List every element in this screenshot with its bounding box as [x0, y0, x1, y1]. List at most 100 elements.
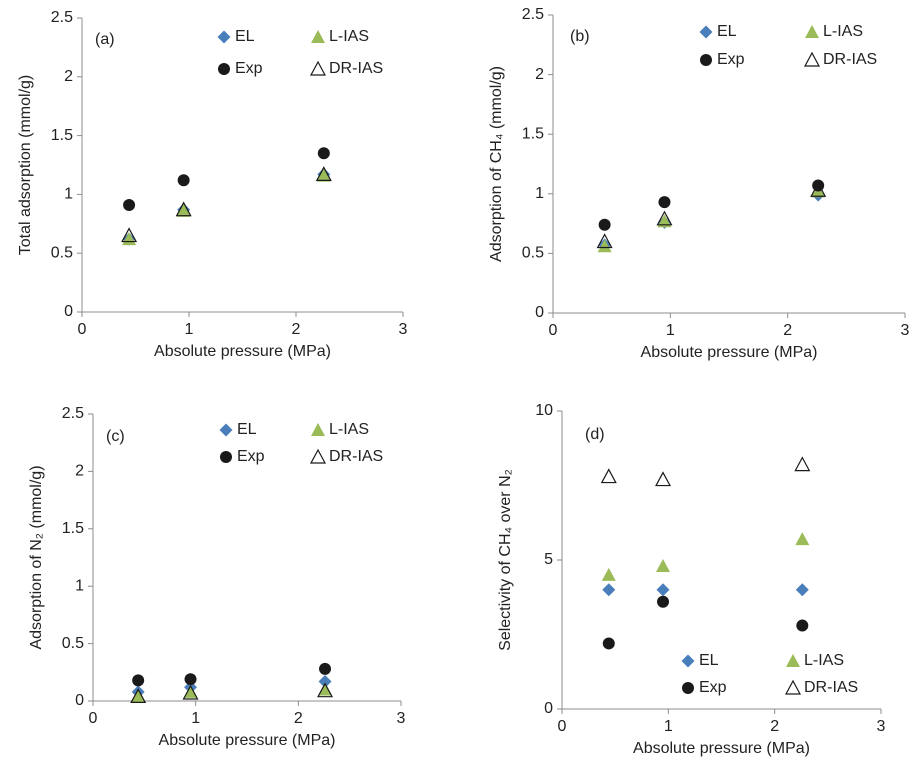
- x-tick-label: 1: [666, 322, 675, 339]
- y-tick-label: 0: [544, 700, 553, 717]
- x-tick-label: 2: [783, 322, 792, 339]
- legend-label: L-IAS: [329, 28, 369, 45]
- legend-marker: [681, 654, 695, 668]
- x-tick-label: 3: [397, 710, 406, 727]
- y-tick-label: 1: [64, 186, 73, 203]
- legend-label: EL: [237, 421, 257, 438]
- y-tick-label: 2.5: [51, 9, 73, 26]
- legend-marker: [682, 682, 694, 694]
- panel-label: (d): [585, 426, 605, 443]
- y-tick-label: 1: [75, 577, 84, 594]
- legend-label: DR-IAS: [804, 679, 858, 696]
- legend-label: EL: [717, 23, 737, 40]
- legend-label: DR-IAS: [329, 448, 383, 465]
- point: [317, 147, 330, 160]
- x-axis-title: Absolute pressure (MPa): [159, 732, 336, 749]
- panel-label: (c): [106, 428, 125, 445]
- y-tick-label: 0.5: [51, 244, 73, 261]
- legend-marker: [219, 423, 233, 437]
- point: [184, 673, 197, 686]
- point: [175, 201, 192, 217]
- panel-label: (a): [95, 31, 115, 48]
- legend-marker: [217, 30, 231, 44]
- point: [601, 567, 616, 581]
- point: [596, 233, 613, 249]
- y-tick-label: 1.5: [51, 127, 73, 144]
- legend-label: EL: [235, 28, 255, 45]
- legend-marker: [218, 63, 230, 75]
- point: [316, 168, 331, 182]
- legend-marker: [311, 423, 325, 436]
- y-axis-title: Total adsorption (mmol/g): [17, 75, 34, 256]
- legend-label: DR-IAS: [823, 51, 877, 68]
- y-tick-label: 5: [544, 551, 553, 568]
- legend-label: Exp: [717, 51, 745, 68]
- x-tick-label: 1: [664, 718, 673, 735]
- x-tick-label: 3: [877, 718, 886, 735]
- x-tick-label: 2: [292, 321, 301, 338]
- legend-marker: [805, 25, 819, 38]
- x-axis-title: Absolute pressure (MPa): [154, 343, 331, 360]
- point: [315, 166, 332, 182]
- point: [130, 688, 147, 704]
- point: [318, 674, 332, 688]
- y-tick-label: 1.5: [62, 520, 84, 537]
- legend-marker: [784, 679, 802, 695]
- point: [123, 198, 136, 211]
- x-tick-label: 0: [549, 322, 558, 339]
- x-tick-label: 3: [901, 322, 910, 339]
- point: [131, 689, 146, 703]
- point: [182, 684, 199, 700]
- point: [318, 682, 333, 696]
- point: [655, 471, 672, 487]
- y-axis-title: Adsorption of N₂ (mmol/g): [28, 465, 45, 649]
- x-tick-label: 0: [558, 718, 567, 735]
- x-axis-title: Absolute pressure (MPa): [641, 344, 818, 361]
- panel-label: (b): [570, 28, 590, 45]
- y-tick-label: 1: [535, 185, 544, 202]
- point: [132, 674, 145, 687]
- point: [600, 468, 617, 484]
- point: [121, 227, 138, 243]
- y-tick-label: 2.5: [62, 405, 84, 422]
- y-axis-title: Selectivity of CH₄ over N₂: [497, 469, 514, 651]
- point: [810, 181, 827, 197]
- y-tick-label: 2: [64, 68, 73, 85]
- x-tick-label: 2: [770, 718, 779, 735]
- legend-label: L-IAS: [823, 23, 863, 40]
- point: [658, 196, 671, 209]
- x-tick-label: 0: [78, 321, 87, 338]
- legend-marker: [220, 451, 232, 463]
- x-tick-label: 1: [191, 710, 200, 727]
- point: [602, 637, 615, 650]
- point: [656, 583, 670, 597]
- point: [319, 662, 332, 675]
- legend-marker: [803, 51, 821, 67]
- legend-marker: [786, 654, 800, 667]
- y-tick-label: 0: [75, 692, 84, 709]
- point: [812, 179, 825, 192]
- legend-label: L-IAS: [804, 652, 844, 669]
- point: [597, 239, 612, 253]
- point: [177, 174, 190, 187]
- legend-label: Exp: [235, 60, 263, 77]
- legend-marker: [699, 25, 713, 39]
- legend-label: DR-IAS: [329, 60, 383, 77]
- legend-label: Exp: [699, 679, 727, 696]
- x-tick-label: 2: [294, 710, 303, 727]
- y-tick-label: 2: [535, 66, 544, 83]
- legend-marker: [309, 60, 327, 76]
- point: [602, 583, 616, 597]
- y-tick-label: 1.5: [522, 125, 544, 142]
- point: [657, 214, 672, 228]
- point: [317, 682, 334, 698]
- x-tick-label: 0: [89, 710, 98, 727]
- legend-marker: [700, 54, 712, 66]
- point: [656, 558, 671, 572]
- y-axis-title: Adsorption of CH₄ (mmol/g): [488, 66, 505, 262]
- y-tick-label: 2.5: [522, 6, 544, 23]
- x-tick-label: 1: [185, 321, 194, 338]
- point: [796, 619, 809, 632]
- y-tick-label: 0.5: [522, 245, 544, 262]
